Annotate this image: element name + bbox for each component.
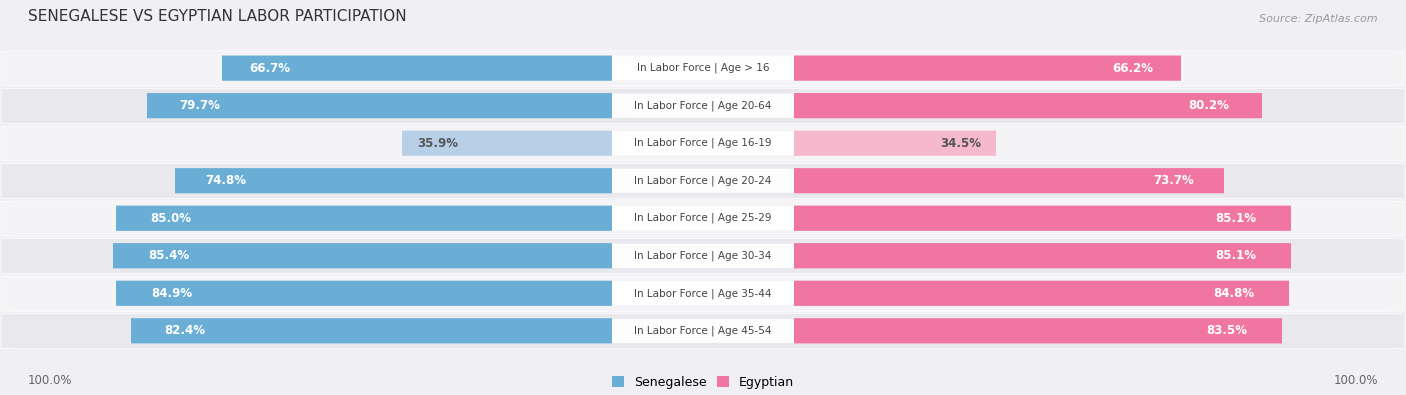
Text: 79.7%: 79.7% bbox=[179, 99, 219, 112]
Text: 82.4%: 82.4% bbox=[165, 324, 205, 337]
FancyBboxPatch shape bbox=[785, 56, 1191, 81]
Text: In Labor Force | Age 35-44: In Labor Force | Age 35-44 bbox=[634, 288, 772, 299]
FancyBboxPatch shape bbox=[606, 131, 800, 155]
FancyBboxPatch shape bbox=[606, 281, 800, 305]
Text: 66.2%: 66.2% bbox=[1112, 62, 1153, 75]
Text: In Labor Force | Age > 16: In Labor Force | Age > 16 bbox=[637, 63, 769, 73]
FancyBboxPatch shape bbox=[1, 126, 1405, 161]
FancyBboxPatch shape bbox=[783, 93, 1274, 118]
Text: 35.9%: 35.9% bbox=[416, 137, 458, 150]
Text: 74.8%: 74.8% bbox=[205, 174, 246, 187]
Text: In Labor Force | Age 20-24: In Labor Force | Age 20-24 bbox=[634, 175, 772, 186]
FancyBboxPatch shape bbox=[789, 131, 1001, 156]
FancyBboxPatch shape bbox=[1, 239, 1405, 274]
Text: 100.0%: 100.0% bbox=[28, 374, 73, 387]
FancyBboxPatch shape bbox=[104, 281, 624, 306]
FancyBboxPatch shape bbox=[212, 56, 621, 81]
FancyBboxPatch shape bbox=[165, 168, 623, 193]
FancyBboxPatch shape bbox=[783, 168, 1236, 193]
FancyBboxPatch shape bbox=[1, 164, 1405, 199]
FancyBboxPatch shape bbox=[782, 243, 1303, 268]
Text: 80.2%: 80.2% bbox=[1188, 99, 1230, 112]
Text: In Labor Force | Age 20-64: In Labor Force | Age 20-64 bbox=[634, 100, 772, 111]
FancyBboxPatch shape bbox=[135, 93, 623, 118]
FancyBboxPatch shape bbox=[606, 169, 800, 193]
Text: In Labor Force | Age 16-19: In Labor Force | Age 16-19 bbox=[634, 138, 772, 149]
Text: 84.9%: 84.9% bbox=[150, 287, 193, 300]
FancyBboxPatch shape bbox=[1, 201, 1405, 236]
FancyBboxPatch shape bbox=[782, 281, 1302, 306]
FancyBboxPatch shape bbox=[1, 88, 1405, 124]
FancyBboxPatch shape bbox=[606, 244, 800, 268]
Text: In Labor Force | Age 45-54: In Labor Force | Age 45-54 bbox=[634, 325, 772, 336]
Text: 85.1%: 85.1% bbox=[1215, 212, 1256, 225]
FancyBboxPatch shape bbox=[782, 318, 1294, 343]
FancyBboxPatch shape bbox=[606, 319, 800, 343]
Text: 85.0%: 85.0% bbox=[150, 212, 191, 225]
Text: SENEGALESE VS EGYPTIAN LABOR PARTICIPATION: SENEGALESE VS EGYPTIAN LABOR PARTICIPATI… bbox=[28, 9, 406, 24]
Text: 73.7%: 73.7% bbox=[1153, 174, 1194, 187]
Text: 66.7%: 66.7% bbox=[250, 62, 291, 75]
Text: In Labor Force | Age 30-34: In Labor Force | Age 30-34 bbox=[634, 250, 772, 261]
Text: 85.4%: 85.4% bbox=[148, 249, 190, 262]
FancyBboxPatch shape bbox=[101, 243, 624, 268]
FancyBboxPatch shape bbox=[606, 206, 800, 230]
FancyBboxPatch shape bbox=[103, 206, 624, 231]
Legend: Senegalese, Egyptian: Senegalese, Egyptian bbox=[612, 376, 794, 389]
Text: Source: ZipAtlas.com: Source: ZipAtlas.com bbox=[1260, 14, 1378, 24]
FancyBboxPatch shape bbox=[396, 131, 617, 156]
FancyBboxPatch shape bbox=[118, 318, 624, 343]
FancyBboxPatch shape bbox=[606, 94, 800, 118]
Text: 83.5%: 83.5% bbox=[1206, 324, 1247, 337]
FancyBboxPatch shape bbox=[1, 51, 1405, 86]
Text: 100.0%: 100.0% bbox=[1333, 374, 1378, 387]
FancyBboxPatch shape bbox=[606, 56, 800, 80]
Text: 34.5%: 34.5% bbox=[941, 137, 981, 150]
FancyBboxPatch shape bbox=[1, 314, 1405, 349]
FancyBboxPatch shape bbox=[782, 206, 1303, 231]
FancyBboxPatch shape bbox=[1, 276, 1405, 311]
Text: In Labor Force | Age 25-29: In Labor Force | Age 25-29 bbox=[634, 213, 772, 224]
Text: 84.8%: 84.8% bbox=[1213, 287, 1254, 300]
Text: 85.1%: 85.1% bbox=[1215, 249, 1256, 262]
